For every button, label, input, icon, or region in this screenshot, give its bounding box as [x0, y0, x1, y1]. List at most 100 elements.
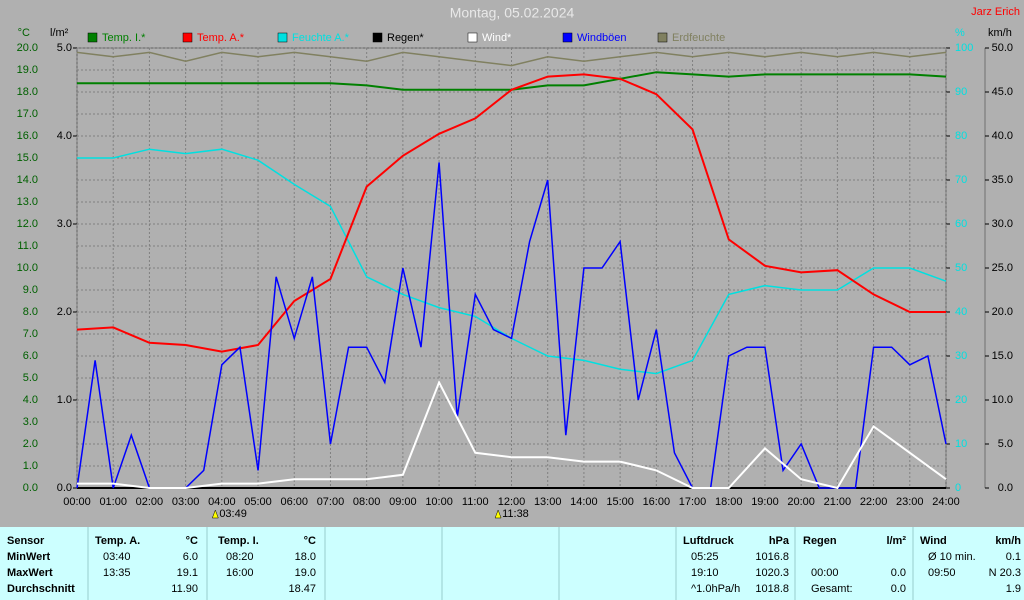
- x-tick-label: 10:00: [425, 496, 453, 508]
- y3-tick-label: 40.0: [992, 130, 1013, 142]
- series-line: [76, 162, 947, 489]
- table-cell: MinWert: [7, 551, 51, 563]
- background: [0, 0, 1024, 527]
- y-tick-label: 17.0: [17, 108, 38, 120]
- table-background: [0, 527, 1024, 600]
- x-tick-label: 21:00: [824, 496, 852, 508]
- chart-title: Montag, 05.02.2024: [450, 5, 575, 21]
- table-header: km/h: [995, 535, 1021, 547]
- y4-tick-label: 5.0: [57, 42, 72, 54]
- table-cell: 11.90: [171, 583, 198, 595]
- y-tick-label: 11.0: [17, 240, 38, 252]
- y2-tick-label: 80: [955, 130, 967, 142]
- y3-tick-label: 35.0: [992, 174, 1013, 186]
- table-cell: 19:10: [691, 567, 719, 579]
- table-header: Temp. I.: [218, 535, 259, 547]
- y3-tick-label: 50.0: [992, 42, 1013, 54]
- table-cell: 1020.3: [755, 567, 789, 579]
- y2-tick-label: 50: [955, 262, 967, 274]
- y2-tick-label: 30: [955, 350, 967, 362]
- table-cell: 1016.8: [755, 551, 789, 563]
- y2-tick-label: 10: [955, 438, 967, 450]
- table-cell: 16:00: [226, 567, 254, 579]
- x-tick-label: 07:00: [317, 496, 345, 508]
- table-header: Temp. A.: [95, 535, 140, 547]
- x-tick-label: 17:00: [679, 496, 707, 508]
- x-tick-label: 19:00: [751, 496, 779, 508]
- x-tick-label: 16:00: [643, 496, 671, 508]
- y2-tick-label: 60: [955, 218, 967, 230]
- y2-tick-label: 90: [955, 86, 967, 98]
- author: Jarz Erich: [971, 6, 1020, 18]
- annotation-marker: [494, 509, 502, 519]
- legend-label: Temp. I.*: [102, 32, 146, 44]
- y-tick-label: 10.0: [17, 262, 38, 274]
- table-cell: Ø 10 min.: [928, 551, 976, 563]
- x-tick-label: 06:00: [280, 496, 308, 508]
- table-header: °C: [304, 535, 316, 547]
- y4-tick-label: 0.0: [57, 482, 72, 494]
- series-line: [76, 51, 947, 67]
- y4-tick-label: 1.0: [57, 394, 72, 406]
- series-line: [76, 73, 946, 353]
- annotation-label: 03:49: [219, 508, 247, 520]
- table-cell: 1018.8: [755, 583, 789, 595]
- legend-label: Windböen: [577, 32, 627, 44]
- x-tick-label: 12:00: [498, 496, 526, 508]
- y-tick-label: 3.0: [23, 416, 38, 428]
- table-cell: 18.0: [295, 551, 316, 563]
- table-header: Luftdruck: [683, 535, 735, 547]
- legend-label: Wind*: [482, 32, 512, 44]
- y3-tick-label: 0.0: [998, 482, 1013, 494]
- legend-swatch: [87, 32, 98, 43]
- table-cell: 18.47: [288, 583, 316, 595]
- table-header: Sensor: [7, 535, 45, 547]
- table-cell: Durchschnitt: [7, 583, 75, 595]
- y-tick-label: 6.0: [23, 350, 38, 362]
- x-tick-label: 14:00: [570, 496, 598, 508]
- y-tick-label: 16.0: [17, 130, 38, 142]
- y3-tick-label: 45.0: [992, 86, 1013, 98]
- unit-y2: %: [955, 27, 965, 39]
- table-cell: Gesamt:: [811, 583, 853, 595]
- x-tick-label: 04:00: [208, 496, 236, 508]
- legend-label: Erdfeuchte: [672, 32, 725, 44]
- y-tick-label: 9.0: [23, 284, 38, 296]
- table-cell: 6.0: [183, 551, 198, 563]
- x-tick-label: 22:00: [860, 496, 888, 508]
- y-tick-label: 15.0: [17, 152, 38, 164]
- annotation-label: 11:38: [502, 508, 529, 520]
- legend-swatch: [372, 32, 383, 43]
- x-tick-label: 23:00: [896, 496, 924, 508]
- y4-tick-label: 3.0: [57, 218, 72, 230]
- y3-tick-label: 15.0: [992, 350, 1013, 362]
- annotation-marker: [211, 509, 219, 519]
- y4-tick-label: 2.0: [57, 306, 72, 318]
- x-tick-label: 00:00: [63, 496, 91, 508]
- table-header: l/m²: [886, 535, 906, 547]
- x-tick-label: 05:00: [244, 496, 272, 508]
- table-header: Wind: [920, 535, 947, 547]
- table-header: hPa: [769, 535, 790, 547]
- table-cell: 00:00: [811, 567, 839, 579]
- y-tick-label: 5.0: [23, 372, 38, 384]
- series-line: [77, 379, 947, 490]
- table-cell: 0.0: [891, 583, 906, 595]
- y4-tick-label: 4.0: [57, 130, 72, 142]
- table-cell: 13:35: [103, 567, 131, 579]
- x-tick-label: 24:00: [932, 496, 960, 508]
- table-cell: 0.1: [1006, 551, 1021, 563]
- x-tick-label: 02:00: [136, 496, 164, 508]
- y-tick-label: 19.0: [17, 64, 38, 76]
- table-cell: 0.0: [891, 567, 906, 579]
- table-cell: 09:50: [928, 567, 956, 579]
- y3-tick-label: 25.0: [992, 262, 1013, 274]
- table-cell: 19.1: [177, 567, 198, 579]
- legend-swatch: [277, 32, 288, 43]
- table-cell: MaxWert: [7, 567, 53, 579]
- table-header: Regen: [803, 535, 837, 547]
- y2-tick-label: 100: [955, 42, 973, 54]
- x-tick-label: 08:00: [353, 496, 381, 508]
- table-cell: 08:20: [226, 551, 254, 563]
- y-tick-label: 2.0: [23, 438, 38, 450]
